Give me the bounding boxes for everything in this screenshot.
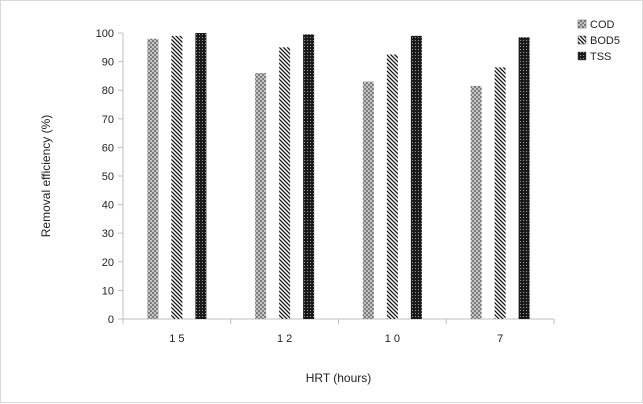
bar-bod5-2: [386, 54, 398, 319]
bar-bod5-0: [171, 35, 183, 320]
legend-swatch-bod5: [577, 35, 587, 45]
y-tick-label: 90: [102, 57, 114, 69]
bar-bod5-1: [279, 47, 291, 320]
legend: COD BOD5 TSS: [577, 19, 620, 63]
y-tick-label: 20: [102, 257, 114, 269]
y-tick-label: 0: [108, 314, 114, 326]
y-tick-label: 10: [102, 285, 114, 297]
bar-cod-3: [470, 85, 482, 319]
y-tick-label: 50: [102, 171, 114, 183]
y-tick-label: 80: [102, 85, 114, 97]
bar-tss-2: [410, 35, 422, 320]
x-tick-label: 1 0: [385, 333, 400, 345]
bar-tss-1: [303, 34, 315, 320]
legend-label-cod: COD: [590, 19, 615, 31]
y-tick-label: 100: [96, 28, 114, 40]
y-tick-label: 60: [102, 142, 114, 154]
bars-layer: [147, 33, 530, 320]
y-axis-title: Removal efficiency (%): [39, 115, 53, 237]
x-tick-label: 1 2: [277, 333, 292, 345]
bar-tss-3: [518, 37, 530, 319]
x-tick-label: 7: [497, 333, 503, 345]
legend-label-tss: TSS: [590, 51, 611, 63]
bar-tss-0: [195, 33, 207, 319]
y-tick-label: 70: [102, 114, 114, 126]
axes-layer: [118, 32, 555, 324]
bar-bod5-3: [494, 67, 506, 319]
x-tick-label: 1 5: [169, 333, 184, 345]
legend-swatch-cod: [577, 19, 587, 29]
legend-label-bod5: BOD5: [590, 35, 620, 47]
x-axis-title: HRT (hours): [306, 371, 372, 385]
bar-cod-2: [362, 81, 374, 320]
y-tick-label: 30: [102, 228, 114, 240]
labels-layer: 0 10 20 30 40 50 60 70 80 90 100 1 5 1 2 1 0 7 HRT (hou…: [39, 28, 503, 385]
legend-swatch-tss: [577, 51, 587, 61]
y-tick-label: 40: [102, 200, 114, 212]
bar-cod-1: [255, 73, 267, 319]
bar-cod-0: [147, 38, 159, 319]
